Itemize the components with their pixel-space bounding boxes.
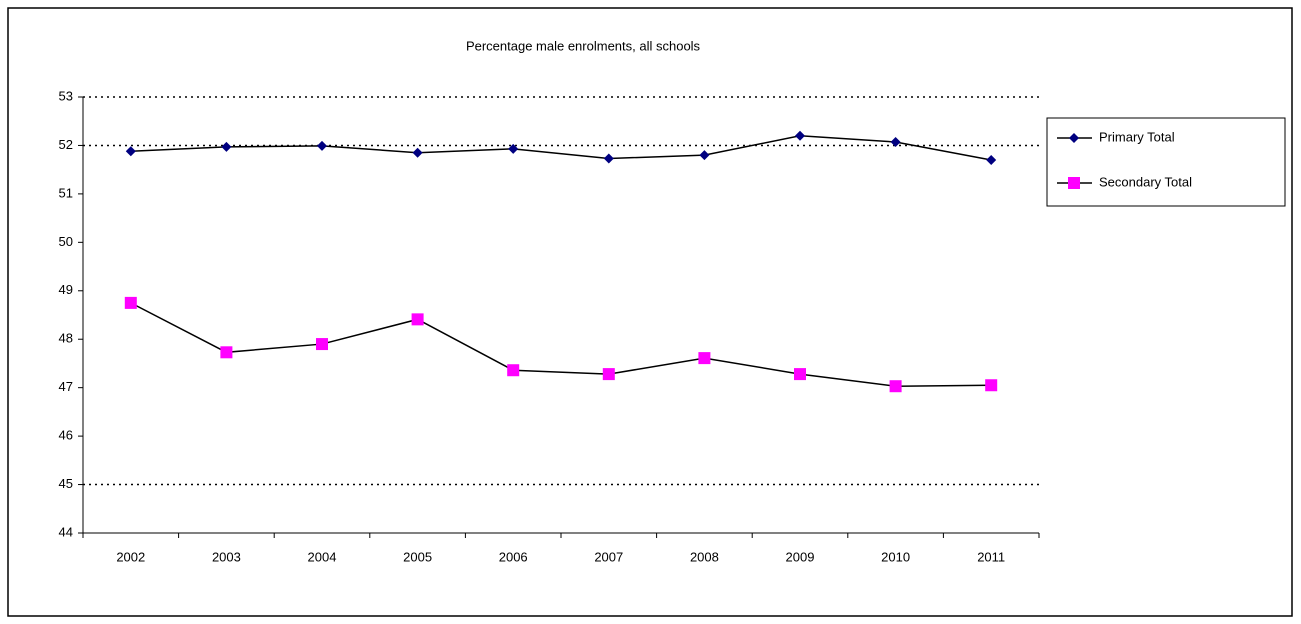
marker [699, 150, 710, 161]
marker [1069, 133, 1079, 143]
marker [221, 141, 232, 152]
marker [316, 338, 328, 351]
y-tick-label: 48 [59, 331, 73, 346]
legend-label: Secondary Total [1099, 174, 1192, 189]
marker [890, 137, 901, 148]
x-tick-label: 2003 [212, 549, 241, 564]
y-tick-label: 47 [59, 379, 73, 394]
marker [317, 140, 327, 151]
marker [986, 154, 997, 165]
marker [889, 380, 902, 393]
x-tick-label: 2002 [116, 549, 145, 564]
x-tick-label: 2007 [594, 549, 623, 564]
series-line [130, 302, 992, 387]
y-tick-label: 44 [59, 524, 73, 539]
marker [985, 379, 998, 392]
x-tick-label: 2005 [403, 549, 432, 564]
marker [412, 147, 423, 158]
x-tick-label: 2011 [977, 549, 1005, 564]
marker [603, 153, 614, 164]
chart-title: Percentage male enrolments, all schools [466, 38, 701, 53]
y-tick-label: 50 [59, 234, 73, 249]
marker [124, 296, 137, 309]
x-tick-label: 2004 [308, 549, 337, 564]
marker [220, 346, 233, 359]
x-tick-label: 2010 [881, 549, 910, 564]
marker [1068, 177, 1080, 189]
marker [794, 368, 806, 381]
marker [125, 146, 136, 157]
marker [507, 364, 520, 377]
x-tick-label: 2009 [786, 549, 815, 564]
marker [602, 368, 615, 381]
legend-label: Primary Total [1099, 129, 1175, 144]
marker [795, 130, 805, 141]
marker [411, 313, 424, 326]
x-tick-label: 2008 [690, 549, 719, 564]
y-tick-label: 49 [59, 282, 73, 297]
y-tick-label: 46 [59, 428, 73, 443]
y-tick-label: 52 [59, 137, 73, 152]
chart-frame [7, 7, 1293, 617]
y-tick-label: 51 [59, 185, 73, 200]
marker [698, 352, 711, 365]
y-tick-label: 53 [59, 88, 73, 103]
series-line [130, 135, 992, 161]
x-tick-label: 2006 [499, 549, 528, 564]
marker [508, 143, 519, 154]
legend-box [1046, 117, 1286, 207]
y-tick-label: 45 [59, 476, 73, 491]
